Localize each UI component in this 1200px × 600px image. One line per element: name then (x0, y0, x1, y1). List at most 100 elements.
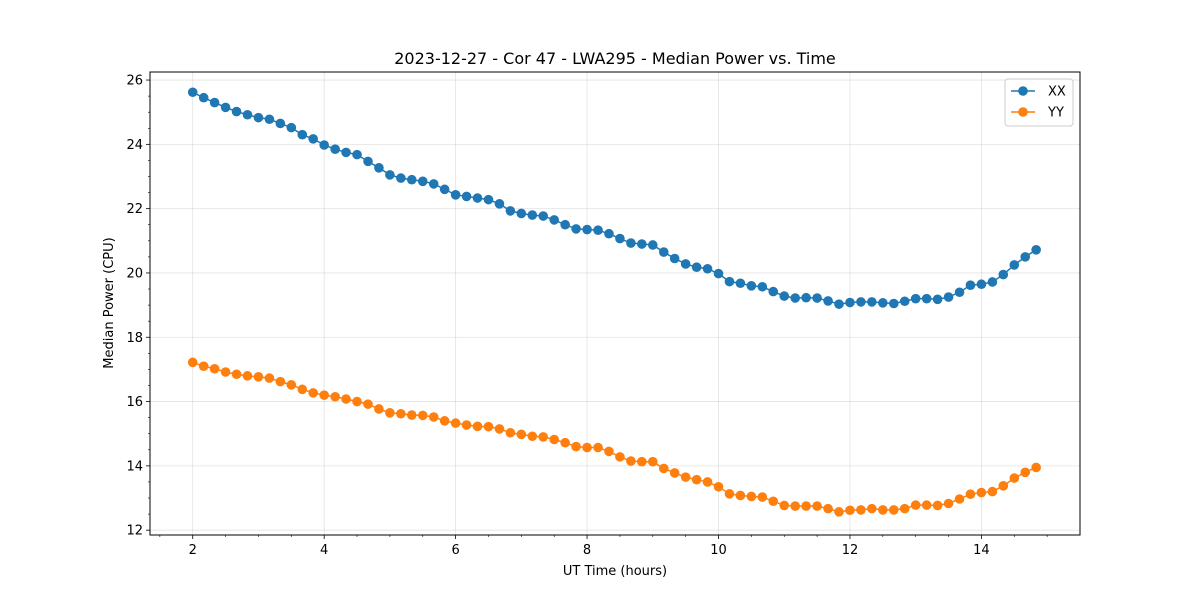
data-point-xx (297, 129, 308, 140)
data-point-yy (878, 505, 888, 515)
data-point-yy (615, 452, 625, 462)
y-axis: 12 14 16 18 20 22 24 26 (126, 74, 150, 539)
data-point-xx (1009, 260, 1020, 270)
data-point-xx (582, 224, 592, 235)
data-point-yy (385, 408, 395, 418)
data-point-xx (286, 122, 297, 133)
data-point-xx (308, 134, 318, 144)
data-point-yy (242, 371, 253, 381)
data-point-yy (483, 421, 494, 432)
data-point-yy (867, 503, 877, 514)
data-point-xx (724, 276, 735, 287)
y-tick-label: 24 (126, 138, 143, 153)
data-point-yy (220, 367, 231, 377)
data-point-yy (856, 505, 866, 515)
data-point-yy (845, 505, 855, 516)
data-point-yy (417, 410, 428, 421)
data-point-xx (834, 299, 844, 309)
chart-title: 2023-12-27 - Cor 47 - LWA295 - Median Po… (394, 49, 836, 68)
y-axis-label: Median Power (CPU) (102, 237, 117, 368)
data-point-yy (428, 412, 439, 422)
data-point-yy (505, 427, 516, 438)
data-point-yy (374, 404, 384, 414)
data-point-yy (604, 446, 614, 457)
data-point-xx (779, 291, 790, 301)
data-point-yy (264, 373, 275, 383)
data-point-xx (571, 224, 581, 234)
data-point-xx (976, 279, 987, 290)
data-point-yy (198, 361, 209, 372)
legend-marker-yy (1018, 107, 1028, 117)
data-point-yy (932, 500, 943, 511)
data-point-yy (647, 456, 658, 467)
y-tick-label: 26 (126, 74, 143, 89)
data-point-yy (965, 489, 976, 499)
legend: XX YY (1004, 78, 1074, 127)
data-point-xx (889, 298, 899, 309)
data-point-xx (637, 239, 647, 249)
data-point-yy (527, 431, 538, 442)
data-point-xx (746, 281, 757, 291)
data-point-yy (669, 468, 680, 478)
data-point-yy (363, 399, 373, 409)
data-point-yy (330, 391, 340, 402)
data-point-xx (691, 262, 702, 272)
legend-label-yy: YY (1047, 106, 1064, 121)
data-point-xx (396, 173, 406, 183)
data-point-yy (439, 416, 450, 426)
data-point-xx (921, 293, 932, 304)
data-point-xx (647, 240, 658, 250)
x-tick-label: 8 (583, 543, 591, 558)
data-point-xx (428, 179, 439, 189)
data-point-xx (319, 140, 329, 150)
series-xx (187, 87, 1041, 309)
data-point-yy (406, 410, 417, 420)
series-layer (187, 87, 1041, 517)
data-point-yy (571, 441, 581, 452)
data-point-yy (461, 420, 472, 430)
grid (150, 72, 1080, 535)
data-point-xx (385, 170, 395, 180)
data-point-xx (352, 149, 362, 160)
data-point-yy (560, 437, 570, 448)
x-tick-label: 2 (189, 543, 197, 558)
data-point-xx (198, 92, 209, 103)
data-point-yy (691, 474, 702, 485)
data-point-yy (713, 481, 724, 492)
data-point-yy (253, 372, 264, 382)
data-point-yy (593, 442, 603, 453)
series-line-yy (192, 361, 1037, 513)
data-point-yy (319, 390, 329, 400)
data-point-xx (823, 296, 833, 306)
data-point-yy (1020, 467, 1031, 478)
data-point-yy (472, 421, 483, 432)
data-point-yy (396, 408, 406, 419)
y-tick-label: 22 (126, 202, 143, 217)
data-point-yy (757, 492, 768, 502)
data-point-yy (987, 486, 998, 497)
data-point-yy (297, 384, 308, 395)
data-point-xx (560, 219, 570, 230)
data-point-xx (899, 296, 910, 307)
data-point-xx (527, 210, 538, 220)
data-point-yy (954, 494, 965, 504)
data-point-xx (209, 97, 220, 108)
data-point-xx (330, 144, 340, 154)
data-point-yy (702, 477, 713, 487)
data-point-xx (264, 114, 275, 125)
x-axis-label: UT Time (hours) (563, 564, 667, 579)
data-point-yy (549, 434, 559, 445)
data-point-xx (516, 208, 527, 219)
data-point-yy (790, 501, 801, 511)
data-point-xx (878, 298, 888, 308)
data-point-yy (746, 491, 757, 502)
data-point-xx (549, 215, 559, 225)
data-point-xx (867, 297, 877, 307)
legend-marker-xx (1018, 86, 1028, 96)
data-point-xx (812, 293, 822, 303)
x-axis: 2 4 6 8 10 12 14 (159, 535, 1048, 558)
data-point-xx (735, 278, 746, 289)
data-point-xx (626, 238, 636, 248)
data-point-xx (757, 281, 768, 292)
